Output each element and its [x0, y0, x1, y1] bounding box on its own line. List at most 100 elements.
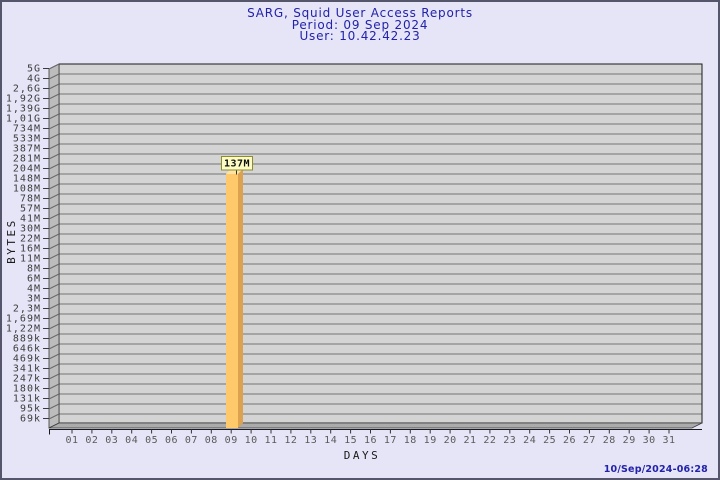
report-user: User: 10.42.42.23	[299, 29, 421, 43]
wall-tick-line	[48, 373, 60, 380]
x-tick-label: 16	[364, 435, 377, 446]
y-tick-label: 646k	[13, 344, 41, 355]
y-tick-label: 57M	[20, 204, 41, 215]
x-tick-label: 19	[424, 435, 437, 446]
y-tick-label: 387M	[13, 144, 41, 155]
y-tick-label: 8M	[27, 264, 41, 275]
bar-value-tooltip	[221, 156, 253, 171]
x-tick-label: 31	[662, 435, 675, 446]
x-tick-label: 18	[404, 435, 417, 446]
x-tick-label: 07	[185, 435, 198, 446]
x-tick-label: 02	[85, 435, 98, 446]
y-tick-label: 1,22M	[6, 324, 41, 335]
generation-timestamp: 10/Sep/2024-06:28	[604, 464, 708, 475]
x-tick-label: 14	[324, 435, 337, 446]
y-tick-label: 108M	[13, 184, 41, 195]
x-tick-label: 01	[65, 435, 78, 446]
x-axis-labels: 01 02 03 04 05 06 07 08 09 10 11 12 13 14 15 16 17 18 19 20…	[65, 435, 675, 446]
axis-floor-3d	[48, 422, 703, 429]
wall-tick-line	[48, 133, 60, 140]
wall-tick-line	[48, 303, 60, 310]
report-period: Period: 09 Sep 2024	[291, 17, 429, 32]
x-tick-label: 10	[245, 435, 258, 446]
y-tick-label: 1,01G	[6, 114, 41, 125]
y-tick-label: 469k	[13, 354, 41, 365]
wall-tick-line	[48, 63, 60, 70]
wall-tick-line	[48, 353, 60, 360]
x-tick-label: 22	[483, 435, 496, 446]
wall-tick-line	[48, 203, 60, 210]
wall-tick-line	[48, 123, 60, 130]
data-bar-day-09	[226, 169, 243, 428]
x-tick-label: 04	[125, 435, 138, 446]
wall-tick-line	[48, 213, 60, 220]
wall-tick-line	[48, 73, 60, 80]
x-tick-label: 17	[384, 435, 397, 446]
y-tick-label: 41M	[20, 214, 41, 225]
x-tick-label: 05	[145, 435, 158, 446]
y-tick-label: 78M	[20, 194, 41, 205]
y-tick-label: 1,69M	[6, 314, 41, 325]
wall-tick-line	[48, 413, 60, 420]
x-tick-label: 20	[444, 435, 457, 446]
x-tick-label: 30	[643, 435, 656, 446]
x-tick-label: 23	[503, 435, 516, 446]
y-axis-ticks	[43, 68, 49, 419]
wall-tick-line	[48, 293, 60, 300]
x-tick-label: 26	[563, 435, 576, 446]
wall-tick-line	[48, 313, 60, 320]
wall-tick-line	[48, 393, 60, 400]
wall-tick-line	[48, 343, 60, 350]
y-tick-label: 281M	[13, 154, 41, 165]
x-tick-label: 03	[105, 435, 118, 446]
x-tick-label: 25	[543, 435, 556, 446]
wall-tick-line	[48, 333, 60, 340]
wall-tick-line	[48, 263, 60, 270]
x-tick-label: 29	[623, 435, 636, 446]
wall-tick-line	[48, 143, 60, 150]
wall-tick-line	[48, 163, 60, 170]
wall-tick-line	[48, 83, 60, 90]
wall-tick-line	[48, 223, 60, 230]
y-tick-label: 69k	[20, 414, 41, 425]
y-tick-label: 148M	[13, 174, 41, 185]
y-tick-label: 2,3M	[13, 304, 41, 315]
wall-tick-line	[48, 233, 60, 240]
x-tick-label: 12	[284, 435, 297, 446]
y-axis-title: BYTES	[5, 218, 18, 264]
x-tick-label: 09	[225, 435, 238, 446]
wall-tick-line	[48, 103, 60, 110]
y-axis-labels: 5G4G2,6G1,92G1,39G1,01G734M533M387M281M2…	[6, 64, 41, 425]
y-tick-label: 247k	[13, 374, 41, 385]
x-tick-label: 15	[344, 435, 357, 446]
wall-tick-line	[48, 403, 60, 410]
x-axis-ticks	[71, 429, 670, 434]
wall-tick-line	[48, 173, 60, 180]
y-tick-label: 3M	[27, 294, 41, 305]
x-tick-label: 08	[205, 435, 218, 446]
x-tick-label: 27	[583, 435, 596, 446]
y-tick-label: 2,6G	[13, 84, 41, 95]
y-tick-label: 734M	[13, 124, 41, 135]
wall-tick-line	[48, 243, 60, 250]
wall-tick-line	[48, 113, 60, 120]
report-header: SARG, Squid User Access Reports Period: …	[2, 7, 718, 43]
gridlines	[59, 63, 702, 415]
x-tick-label: 24	[523, 435, 536, 446]
y-tick-label: 131k	[13, 394, 41, 405]
wall-tick-line	[48, 273, 60, 280]
y-tick-label: 16M	[20, 244, 41, 255]
y-tick-label: 5G	[27, 64, 41, 75]
y-tick-label: 6M	[27, 274, 41, 285]
wall-tick-line	[48, 283, 60, 290]
wall-tick-line	[48, 93, 60, 100]
y-tick-label: 1,92G	[6, 94, 41, 105]
y-tick-label: 4G	[27, 74, 41, 85]
wall-tick-line	[48, 253, 60, 260]
wall-tick-line	[48, 323, 60, 330]
y-tick-label: 204M	[13, 164, 41, 175]
bar-value-label: 137M	[224, 159, 250, 170]
y-tick-label: 1,39G	[6, 104, 41, 115]
